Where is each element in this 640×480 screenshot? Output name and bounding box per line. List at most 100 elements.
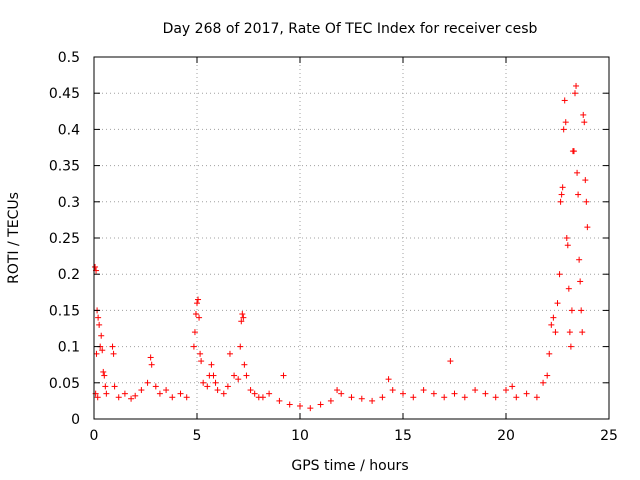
y-tick-label: 0.1	[58, 340, 80, 356]
data-point	[558, 191, 565, 198]
ticks-layer: 0 5 10 15 20 25 0 0.05 0.1 0.15 0.2 0.25 0.3 0.35 0.4 0…	[49, 50, 618, 444]
data-point	[513, 394, 520, 401]
data-point	[103, 390, 110, 397]
chart-title: Day 268 of 2017, Rate Of TEC Index for r…	[163, 21, 538, 37]
data-point	[208, 361, 215, 368]
y-tick-label: 0.4	[58, 122, 80, 138]
data-point	[191, 329, 198, 336]
x-axis-label: GPS time / hours	[291, 458, 408, 474]
data-point	[578, 307, 585, 314]
data-point	[379, 394, 386, 401]
data-point	[581, 119, 588, 126]
data-point	[327, 397, 334, 404]
data-point	[111, 383, 118, 390]
data-point	[195, 296, 202, 303]
data-point	[220, 390, 227, 397]
data-point	[420, 387, 427, 394]
data-point	[570, 148, 577, 155]
data-point	[584, 224, 591, 231]
data-point	[251, 390, 258, 397]
data-point	[100, 368, 107, 375]
data-point	[540, 379, 547, 386]
x-tick-label: 0	[90, 428, 99, 444]
data-point	[210, 372, 217, 379]
data-point	[101, 372, 108, 379]
data-point	[582, 177, 589, 184]
data-point	[492, 394, 499, 401]
data-point	[99, 347, 106, 354]
data-point	[579, 329, 586, 336]
data-point	[94, 394, 101, 401]
data-point	[472, 387, 479, 394]
data-point	[358, 395, 365, 402]
y-tick-label: 0.35	[49, 159, 80, 175]
data-point	[447, 358, 454, 365]
y-tick-label: 0.05	[49, 376, 80, 392]
data-point	[317, 401, 324, 408]
data-point	[138, 387, 145, 394]
data-point	[334, 387, 341, 394]
data-point	[461, 394, 468, 401]
data-point	[503, 387, 509, 394]
data-point	[96, 321, 103, 328]
data-point	[385, 376, 392, 383]
data-point	[509, 383, 516, 390]
data-point	[235, 376, 242, 383]
data-point	[307, 405, 314, 412]
x-tick-label: 15	[394, 428, 412, 444]
data-point	[566, 329, 573, 336]
data-point	[192, 311, 199, 318]
data-point	[577, 278, 584, 285]
data-point	[561, 97, 568, 104]
data-point	[198, 358, 205, 365]
data-point	[410, 394, 417, 401]
data-point	[533, 394, 540, 401]
data-point	[98, 332, 105, 339]
data-point	[557, 198, 564, 205]
data-point	[197, 350, 204, 357]
data-point	[132, 392, 139, 399]
data-point	[574, 169, 581, 176]
data-point	[231, 372, 238, 379]
data-point	[224, 383, 231, 390]
data-point	[109, 343, 116, 350]
data-point	[156, 390, 163, 397]
data-point	[441, 394, 448, 401]
data-point	[183, 394, 190, 401]
data-point	[241, 361, 248, 368]
data-point	[237, 343, 244, 350]
data-point	[550, 314, 557, 321]
data-point	[102, 383, 109, 390]
data-point	[544, 372, 551, 379]
data-point	[400, 390, 406, 397]
points-layer	[92, 82, 591, 412]
data-point	[286, 401, 293, 408]
x-tick-label: 5	[193, 428, 202, 444]
data-point	[163, 387, 170, 394]
data-point	[115, 394, 122, 401]
data-point	[576, 256, 583, 263]
data-point	[563, 235, 570, 241]
data-point	[204, 383, 211, 390]
data-point	[247, 387, 254, 394]
data-point	[556, 271, 563, 278]
data-point	[348, 394, 355, 401]
x-tick-label: 20	[497, 428, 515, 444]
data-point	[239, 311, 246, 318]
data-point	[147, 354, 154, 361]
data-point	[297, 402, 303, 409]
data-point	[95, 314, 102, 321]
data-point	[92, 263, 99, 270]
x-tick-label: 25	[600, 428, 618, 444]
y-tick-label: 0.45	[49, 86, 80, 102]
data-point	[276, 397, 283, 404]
y-tick-label: 0.25	[49, 231, 80, 247]
y-tick-label: 0.2	[58, 267, 80, 283]
data-point	[169, 394, 176, 401]
data-point	[238, 318, 245, 325]
data-point	[552, 329, 559, 336]
data-point	[575, 191, 582, 198]
y-tick-label: 0.3	[58, 195, 80, 211]
grid-layer	[94, 57, 609, 419]
data-point	[430, 390, 437, 397]
